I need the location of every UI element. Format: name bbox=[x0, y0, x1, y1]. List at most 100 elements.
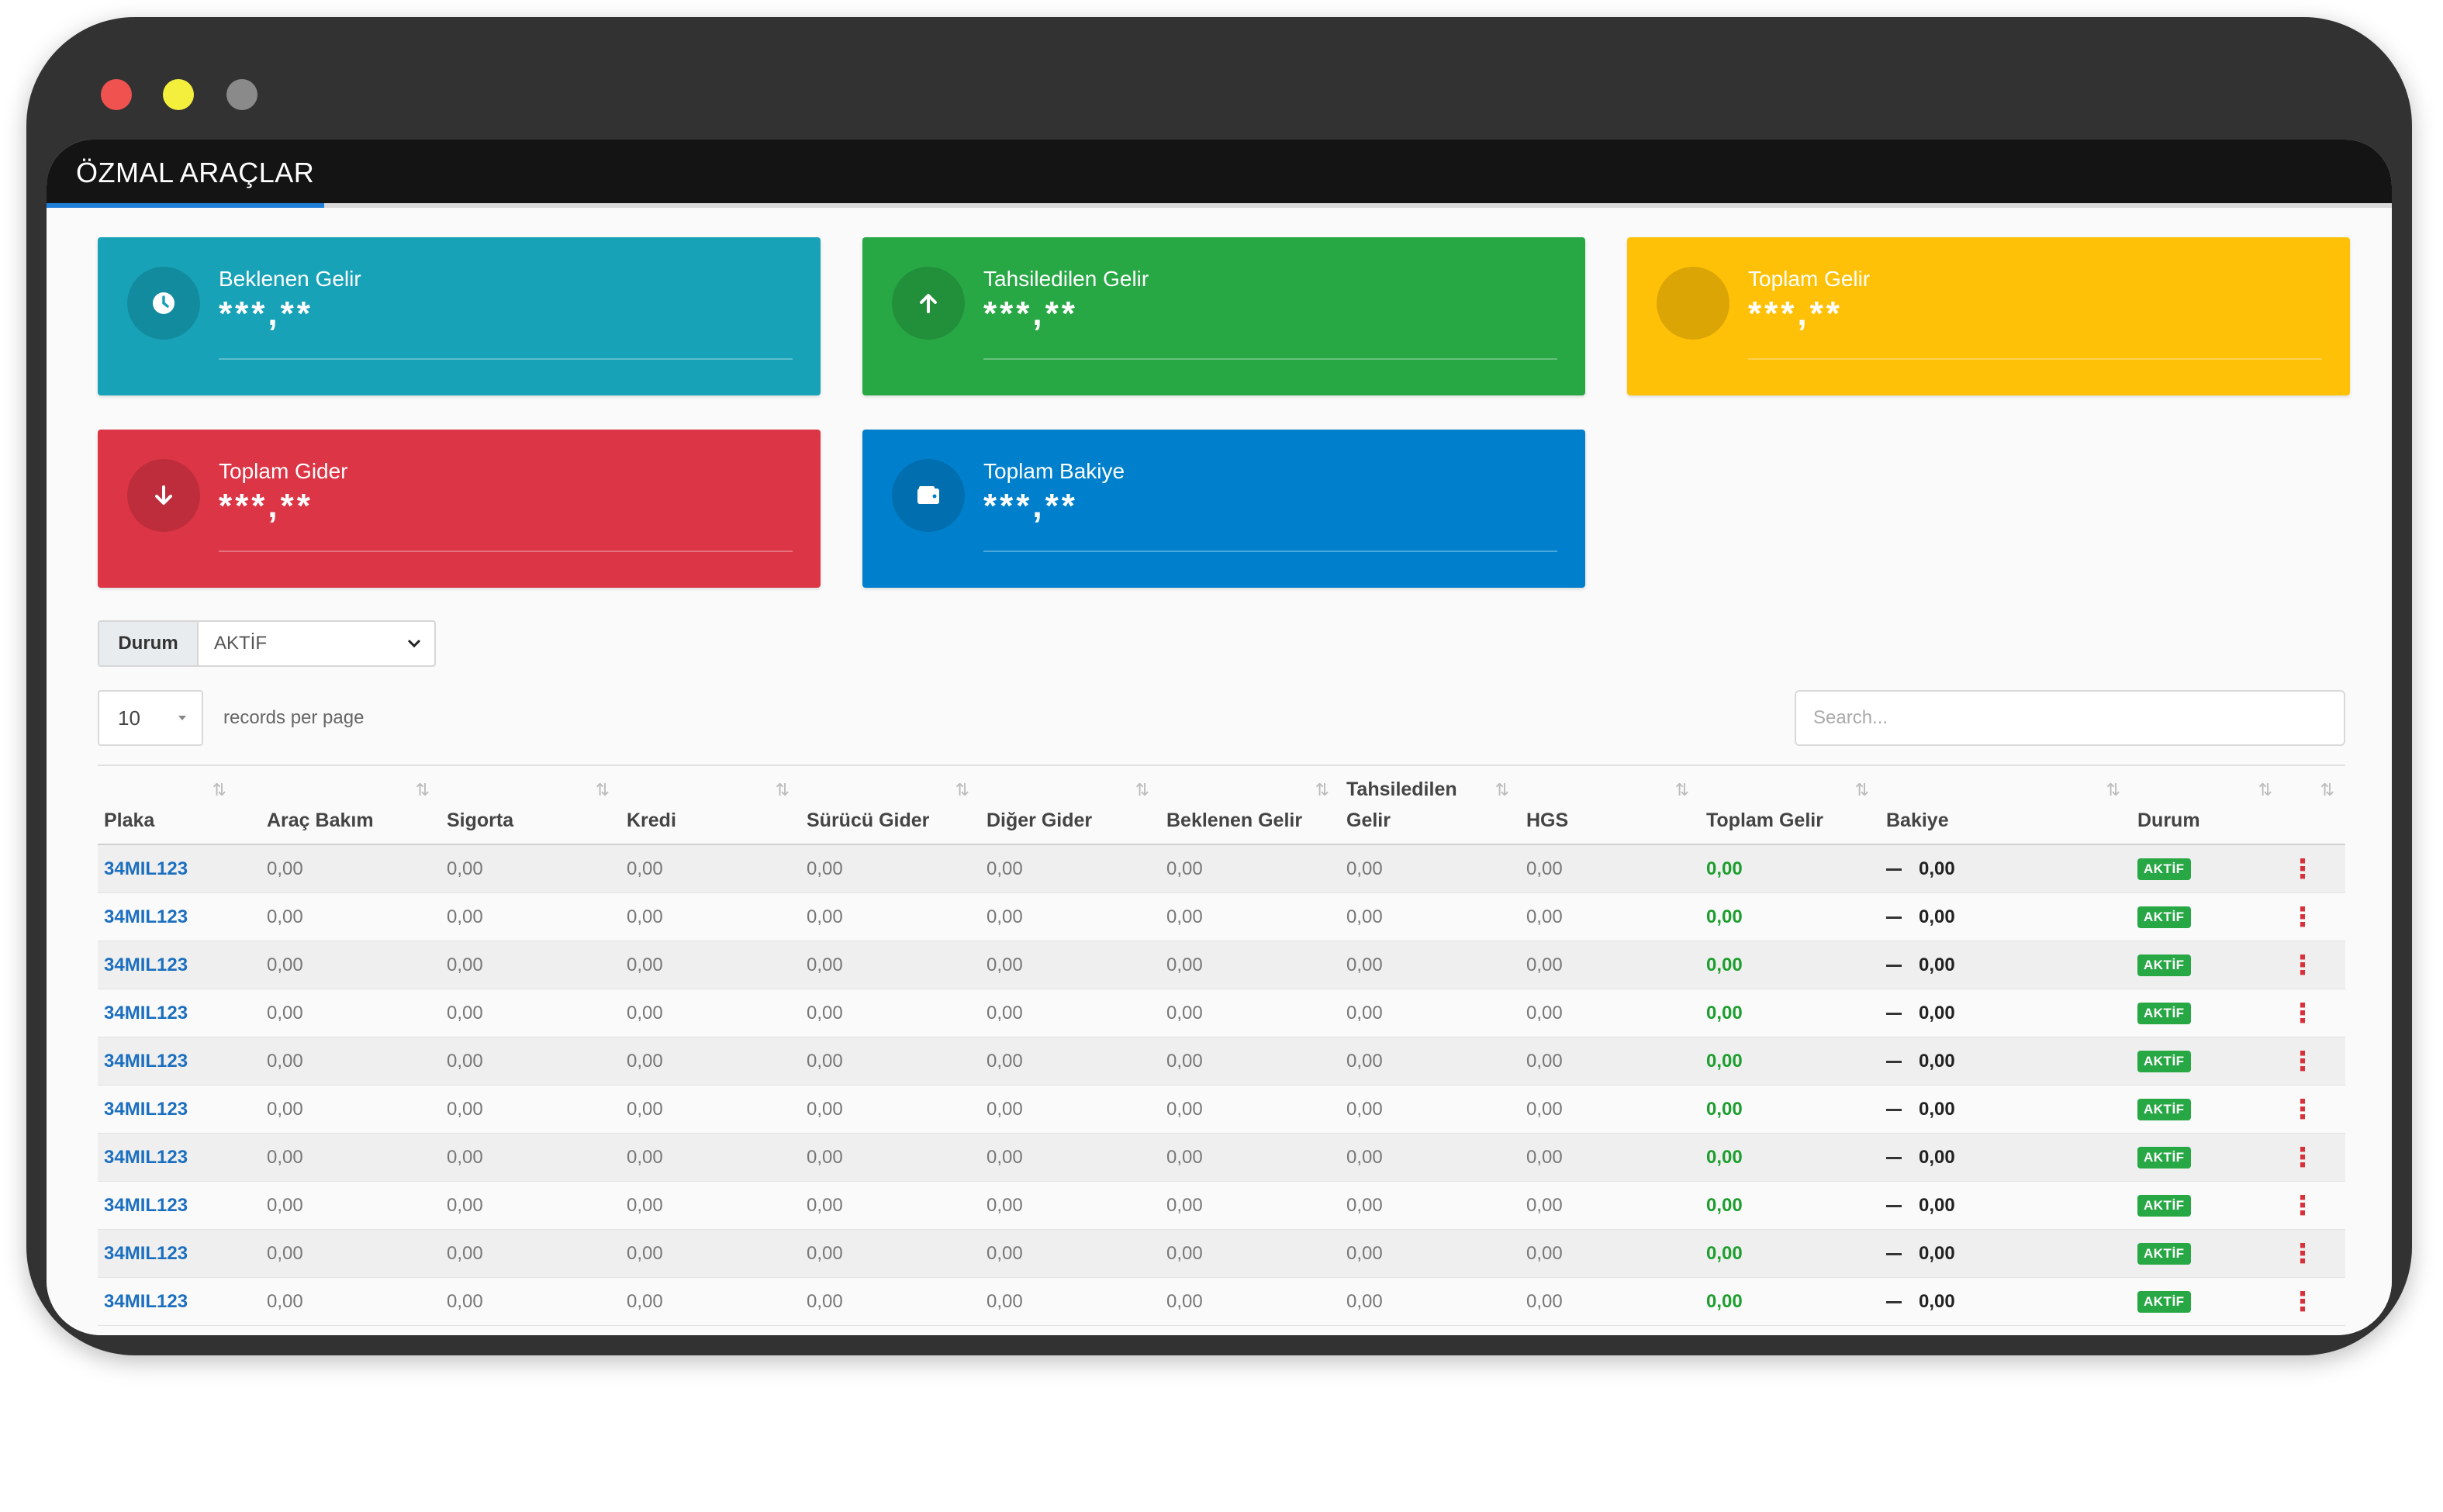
cell-bakiye: 0,00 bbox=[1880, 1230, 1955, 1278]
stat-divider bbox=[983, 551, 1557, 552]
cell-value: 0,00 bbox=[1166, 1291, 1203, 1312]
window-maximize-dot[interactable] bbox=[226, 79, 257, 110]
cell-toplam-gelir: 0,00 bbox=[1700, 1037, 1743, 1086]
kebab-menu-icon[interactable]: ⋮ bbox=[2289, 1095, 2316, 1124]
col-header[interactable]: HGS ⇅ bbox=[1520, 766, 1700, 847]
plaka-link[interactable]: 34MIL123 bbox=[104, 1195, 188, 1216]
cell-sigorta: 0,00 bbox=[441, 1278, 483, 1326]
window-minimize-dot[interactable] bbox=[163, 79, 194, 110]
cell-sigorta: 0,00 bbox=[441, 1134, 483, 1182]
page-title: ÖZMAL ARAÇLAR bbox=[76, 157, 315, 188]
sort-icon: ⇅ bbox=[955, 780, 969, 799]
cell-arac-bakim: 0,00 bbox=[261, 845, 303, 893]
cell-value: 0,00 bbox=[1166, 1051, 1203, 1072]
kebab-menu-icon[interactable]: ⋮ bbox=[2289, 951, 2316, 980]
cell-surucu-gider: 0,00 bbox=[800, 1182, 843, 1230]
col-header[interactable]: Plaka ⇅ bbox=[98, 766, 237, 847]
cell-bakiye: 0,00 bbox=[1880, 1086, 1955, 1134]
col-header[interactable]: Kredi ⇅ bbox=[620, 766, 800, 847]
kebab-menu-icon[interactable]: ⋮ bbox=[2289, 854, 2316, 884]
col-header-label: Durum bbox=[2137, 810, 2200, 831]
sort-icon: ⇅ bbox=[1315, 780, 1329, 799]
cell-actions: ⋮ bbox=[2283, 893, 2316, 941]
col-header[interactable]: Sigorta ⇅ bbox=[441, 766, 620, 847]
cell-diger-gider: 0,00 bbox=[980, 893, 1023, 941]
sort-icon: ⇅ bbox=[1674, 780, 1689, 799]
status-badge: AKTİF bbox=[2137, 1003, 2191, 1024]
cell-sigorta: 0,00 bbox=[441, 1037, 483, 1086]
cell-value: 0,00 bbox=[627, 1099, 663, 1120]
col-header[interactable]: Beklenen Gelir ⇅ bbox=[1160, 766, 1340, 847]
plaka-link[interactable]: 34MIL123 bbox=[104, 1243, 188, 1264]
plaka-link[interactable]: 34MIL123 bbox=[104, 1051, 188, 1072]
status-badge: AKTİF bbox=[2137, 858, 2191, 880]
stat-label: Beklenen Gelir bbox=[219, 267, 361, 291]
col-header[interactable]: Araç Bakım ⇅ bbox=[261, 766, 441, 847]
plaka-link[interactable]: 34MIL123 bbox=[104, 954, 188, 975]
plaka-link[interactable]: 34MIL123 bbox=[104, 1291, 188, 1312]
cell-value: 0,00 bbox=[627, 1243, 663, 1264]
minus-icon bbox=[1886, 1300, 1902, 1303]
kebab-menu-icon[interactable]: ⋮ bbox=[2289, 1287, 2316, 1317]
plaka-link[interactable]: 34MIL123 bbox=[104, 858, 188, 879]
col-header[interactable]: Durum ⇅ bbox=[2131, 766, 2283, 847]
cell-tahsiledilen-gelir: 0,00 bbox=[1340, 1230, 1383, 1278]
kebab-menu-icon[interactable]: ⋮ bbox=[2289, 903, 2316, 932]
sort-icon: ⇅ bbox=[2258, 780, 2272, 799]
col-header[interactable]: ⇅ bbox=[2283, 766, 2345, 847]
plaka-link[interactable]: 34MIL123 bbox=[104, 1099, 188, 1120]
plaka-link[interactable]: 34MIL123 bbox=[104, 1147, 188, 1168]
cell-hgs: 0,00 bbox=[1520, 1182, 1563, 1230]
table-row: 34MIL123 0,00 0,00 0,00 0,00 0,00 0,00 0,00 0,00… bbox=[98, 1230, 2345, 1278]
cell-value: 0,00 bbox=[1346, 1243, 1383, 1264]
durum-select-value: AKTİF bbox=[214, 633, 268, 654]
cell-kredi: 0,00 bbox=[620, 845, 663, 893]
cell-toplam-gelir: 0,00 bbox=[1700, 1086, 1743, 1134]
cell-arac-bakim: 0,00 bbox=[261, 1278, 303, 1326]
cell-surucu-gider: 0,00 bbox=[800, 1086, 843, 1134]
cell-durum: AKTİF bbox=[2131, 989, 2191, 1037]
cell-bakiye: 0,00 bbox=[1880, 1182, 1955, 1230]
col-header[interactable]: Diğer Gider ⇅ bbox=[980, 766, 1160, 847]
cell-tahsiledilen-gelir: 0,00 bbox=[1340, 989, 1383, 1037]
plaka-link[interactable]: 34MIL123 bbox=[104, 1003, 188, 1024]
cell-value: 0,00 bbox=[807, 954, 843, 975]
cell-value: 0,00 bbox=[447, 1147, 483, 1168]
cell-arac-bakim: 0,00 bbox=[261, 1182, 303, 1230]
search-input[interactable]: Search... bbox=[1795, 690, 2345, 746]
cell-bakiye: 0,00 bbox=[1880, 893, 1955, 941]
chevron-down-icon bbox=[407, 639, 421, 648]
cell-value: 0,00 bbox=[447, 1195, 483, 1216]
kebab-menu-icon[interactable]: ⋮ bbox=[2289, 1239, 2316, 1269]
cell-value: 0,00 bbox=[1706, 1291, 1743, 1312]
kebab-menu-icon[interactable]: ⋮ bbox=[2289, 1047, 2316, 1076]
cell-diger-gider: 0,00 bbox=[980, 1134, 1023, 1182]
cell-tahsiledilen-gelir: 0,00 bbox=[1340, 1086, 1383, 1134]
cell-value: 0,00 bbox=[1706, 954, 1743, 975]
kebab-menu-icon[interactable]: ⋮ bbox=[2289, 1143, 2316, 1172]
table-row: 34MIL123 0,00 0,00 0,00 0,00 0,00 0,00 0,00 0,00… bbox=[98, 845, 2345, 893]
page-size-select[interactable]: 10 bbox=[98, 690, 203, 746]
col-header[interactable]: Sürücü Gider ⇅ bbox=[800, 766, 980, 847]
kebab-menu-icon[interactable]: ⋮ bbox=[2289, 999, 2316, 1028]
durum-filter-label: Durum bbox=[99, 622, 199, 665]
cell-value: 0,00 bbox=[807, 1051, 843, 1072]
kebab-menu-icon[interactable]: ⋮ bbox=[2289, 1191, 2316, 1220]
status-badge: AKTİF bbox=[2137, 906, 2191, 928]
cell-value: 0,00 bbox=[447, 906, 483, 927]
cell-toplam-gelir: 0,00 bbox=[1700, 1182, 1743, 1230]
cell-bakiye: 0,00 bbox=[1880, 1037, 1955, 1086]
cell-actions: ⋮ bbox=[2283, 1230, 2316, 1278]
cell-plaka: 34MIL123 bbox=[98, 1086, 188, 1134]
durum-select[interactable]: AKTİF bbox=[199, 622, 434, 665]
col-header[interactable]: Bakiye ⇅ bbox=[1880, 766, 2131, 847]
cell-durum: AKTİF bbox=[2131, 1086, 2191, 1134]
cell-bakiye: 0,00 bbox=[1880, 941, 1955, 989]
window-close-dot[interactable] bbox=[101, 79, 132, 110]
cell-sigorta: 0,00 bbox=[441, 1086, 483, 1134]
plaka-link[interactable]: 34MIL123 bbox=[104, 906, 188, 927]
stat-value: ***,** bbox=[219, 295, 313, 333]
col-header[interactable]: Toplam Gelir ⇅ bbox=[1700, 766, 1880, 847]
col-header[interactable]: Tahsiledilen Gelir ⇅ bbox=[1340, 766, 1520, 847]
cell-value: 0,00 bbox=[1346, 1195, 1383, 1216]
